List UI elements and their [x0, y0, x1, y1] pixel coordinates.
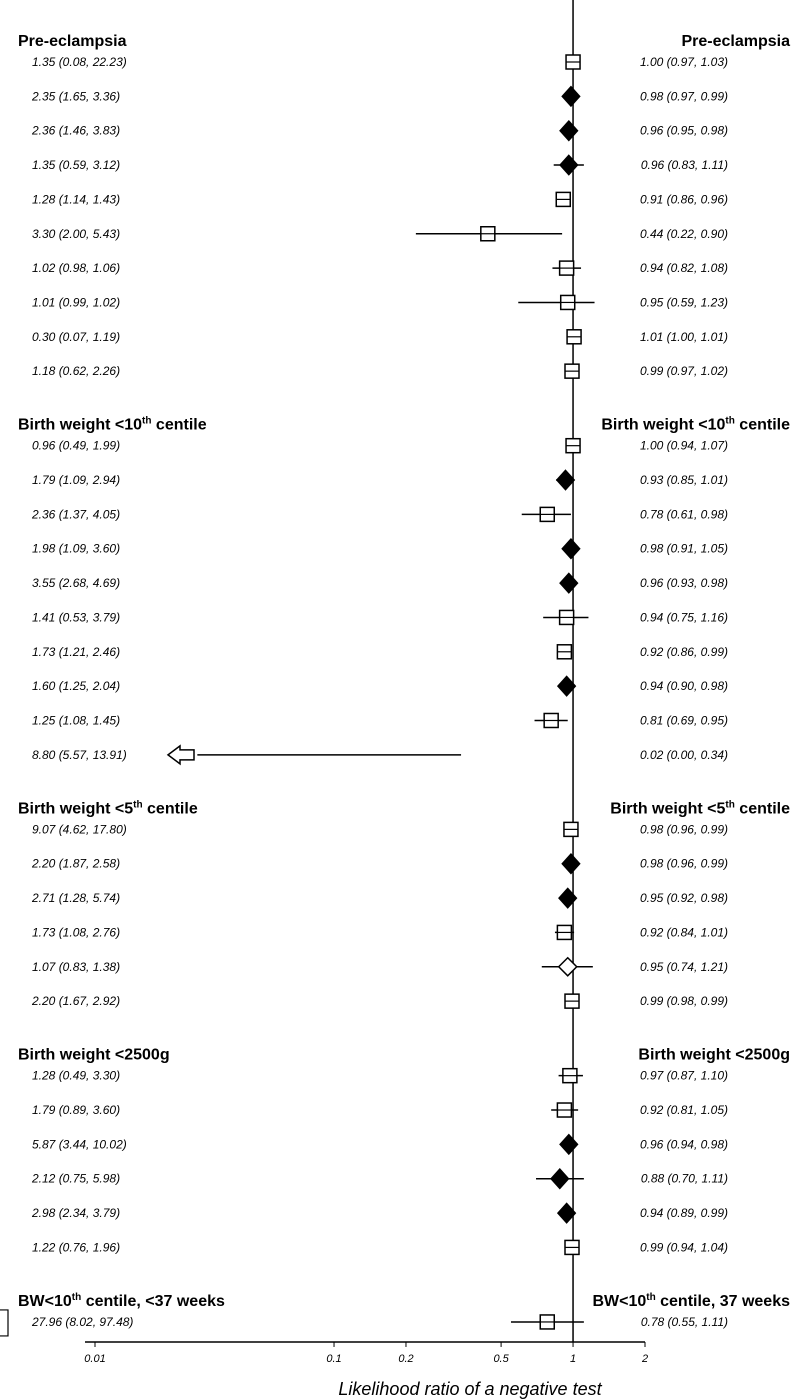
x-tick-label: 0.01	[84, 1353, 105, 1365]
row-right-estimate: 0.81 (0.69, 0.95)	[640, 713, 728, 727]
row-left-estimate: 2.98 (2.34, 3.79)	[31, 1206, 120, 1220]
diamond-open-marker	[557, 956, 578, 977]
row-right-estimate: 1.00 (0.97, 1.03)	[640, 55, 728, 69]
diamond-marker	[550, 1167, 570, 1190]
row-right-estimate: 0.94 (0.82, 1.08)	[640, 261, 728, 275]
row-right-estimate: 0.98 (0.96, 0.99)	[640, 857, 728, 871]
diamond-marker	[559, 154, 579, 176]
section-title-right-0: Pre-eclampsia	[681, 33, 790, 50]
row-right-estimate: 0.98 (0.96, 0.99)	[640, 822, 728, 836]
section-title-left-1: Birth weight <10th centile	[18, 416, 207, 434]
edge-bracket	[0, 1309, 9, 1337]
row-left-estimate: 2.71 (1.28, 5.74)	[31, 891, 120, 905]
diamond-marker	[558, 887, 578, 909]
row-right-estimate: 0.95 (0.59, 1.23)	[640, 295, 728, 309]
row-left-estimate: 27.96 (8.02, 97.48)	[31, 1315, 133, 1329]
diamond-marker	[555, 469, 576, 491]
row-left-estimate: 2.12 (0.75, 5.98)	[31, 1172, 120, 1186]
row-left-estimate: 1.35 (0.08, 22.23)	[32, 55, 127, 69]
row-left-estimate: 1.01 (0.99, 1.02)	[32, 295, 120, 309]
row-right-estimate: 0.95 (0.92, 0.98)	[640, 891, 728, 905]
row-left-estimate: 1.79 (0.89, 3.60)	[32, 1103, 120, 1117]
row-right-estimate: 0.94 (0.90, 0.98)	[640, 679, 728, 693]
row-right-estimate: 0.97 (0.87, 1.10)	[640, 1069, 728, 1083]
row-left-estimate: 1.79 (1.09, 2.94)	[32, 473, 120, 487]
row-right-estimate: 0.95 (0.74, 1.21)	[640, 960, 728, 974]
x-axis-title: Likelihood ratio of a negative test	[338, 1379, 602, 1399]
row-right-estimate: 0.98 (0.97, 0.99)	[640, 89, 728, 103]
row-left-estimate: 0.96 (0.49, 1.99)	[32, 439, 120, 453]
row-left-estimate: 1.35 (0.59, 3.12)	[32, 158, 120, 172]
row-right-estimate: 0.88 (0.70, 1.11)	[641, 1172, 728, 1186]
row-right-estimate: 1.01 (1.00, 1.01)	[640, 330, 728, 344]
row-left-estimate: 1.98 (1.09, 3.60)	[32, 542, 120, 556]
row-right-estimate: 0.92 (0.81, 1.05)	[640, 1103, 728, 1117]
row-left-estimate: 2.20 (1.67, 2.92)	[31, 994, 120, 1008]
row-right-estimate: 0.93 (0.85, 1.01)	[640, 473, 728, 487]
section-title-left-2: Birth weight <5th centile	[18, 799, 198, 817]
section-title-right-3: Birth weight <2500g	[638, 1047, 790, 1064]
row-left-estimate: 1.73 (1.08, 2.76)	[32, 925, 120, 939]
section-title-left-0: Pre-eclampsia	[18, 33, 127, 50]
row-left-estimate: 1.73 (1.21, 2.46)	[32, 645, 120, 659]
x-tick-label: 0.1	[326, 1353, 341, 1365]
diamond-marker	[561, 85, 581, 108]
row-right-estimate: 0.96 (0.94, 0.98)	[640, 1137, 728, 1151]
row-left-estimate: 2.36 (1.37, 4.05)	[31, 507, 120, 521]
row-left-estimate: 1.41 (0.53, 3.79)	[32, 610, 120, 624]
row-right-estimate: 0.94 (0.89, 0.99)	[640, 1206, 728, 1220]
row-right-estimate: 0.44 (0.22, 0.90)	[640, 227, 728, 241]
row-right-estimate: 0.99 (0.94, 1.04)	[640, 1240, 728, 1254]
row-left-estimate: 1.60 (1.25, 2.04)	[32, 679, 120, 693]
diamond-marker	[559, 1133, 579, 1156]
row-left-estimate: 5.87 (3.44, 10.02)	[32, 1137, 127, 1151]
row-left-estimate: 3.30 (2.00, 5.43)	[32, 227, 120, 241]
diamond-marker	[556, 675, 577, 697]
row-right-estimate: 0.99 (0.98, 0.99)	[640, 994, 728, 1008]
row-left-estimate: 2.36 (1.46, 3.83)	[31, 124, 120, 138]
row-right-estimate: 0.98 (0.91, 1.05)	[640, 542, 728, 556]
row-left-estimate: 1.28 (0.49, 3.30)	[32, 1069, 120, 1083]
row-right-estimate: 0.99 (0.97, 1.02)	[640, 364, 728, 378]
row-left-estimate: 1.25 (1.08, 1.45)	[32, 713, 120, 727]
arrow-marker	[166, 744, 195, 766]
section-title-left-4: BW<10th centile, <37 weeks	[18, 1292, 225, 1310]
row-right-estimate: 0.96 (0.83, 1.11)	[641, 158, 728, 172]
row-left-estimate: 1.18 (0.62, 2.26)	[32, 364, 120, 378]
diamond-marker	[561, 537, 581, 560]
section-title-left-3: Birth weight <2500g	[18, 1047, 170, 1064]
row-right-estimate: 0.94 (0.75, 1.16)	[640, 610, 728, 624]
row-left-estimate: 2.35 (1.65, 3.36)	[31, 89, 120, 103]
x-tick-label: 1	[570, 1353, 576, 1365]
row-right-estimate: 0.96 (0.93, 0.98)	[640, 576, 728, 590]
row-right-estimate: 0.92 (0.86, 0.99)	[640, 645, 728, 659]
x-tick-label: 0.5	[493, 1353, 509, 1365]
row-left-estimate: 8.80 (5.57, 13.91)	[32, 748, 127, 762]
row-left-estimate: 1.07 (0.83, 1.38)	[32, 960, 120, 974]
row-right-estimate: 0.96 (0.95, 0.98)	[640, 124, 728, 138]
x-tick-label: 2	[641, 1353, 648, 1365]
row-left-estimate: 3.55 (2.68, 4.69)	[32, 576, 120, 590]
row-left-estimate: 0.30 (0.07, 1.19)	[32, 330, 120, 344]
diamond-marker	[559, 119, 579, 142]
x-tick-label: 0.2	[398, 1353, 413, 1365]
diamond-marker	[561, 852, 581, 875]
row-left-estimate: 2.20 (1.87, 2.58)	[31, 857, 120, 871]
row-left-estimate: 1.22 (0.76, 1.96)	[32, 1240, 120, 1254]
row-left-estimate: 1.28 (1.14, 1.43)	[32, 192, 120, 206]
section-title-right-2: Birth weight <5th centile	[610, 799, 790, 817]
diamond-marker	[556, 1202, 577, 1224]
row-right-estimate: 0.91 (0.86, 0.96)	[640, 192, 728, 206]
row-left-estimate: 9.07 (4.62, 17.80)	[32, 822, 127, 836]
row-right-estimate: 1.00 (0.94, 1.07)	[640, 439, 728, 453]
section-title-right-4: BW<10th centile, 37 weeks	[592, 1292, 790, 1310]
row-right-estimate: 0.02 (0.00, 0.34)	[640, 748, 728, 762]
row-left-estimate: 1.02 (0.98, 1.06)	[32, 261, 120, 275]
section-title-right-1: Birth weight <10th centile	[601, 416, 790, 434]
row-right-estimate: 0.92 (0.84, 1.01)	[640, 925, 728, 939]
diamond-marker	[559, 572, 579, 594]
row-right-estimate: 0.78 (0.55, 1.11)	[641, 1315, 728, 1329]
row-right-estimate: 0.78 (0.61, 0.98)	[640, 507, 728, 521]
